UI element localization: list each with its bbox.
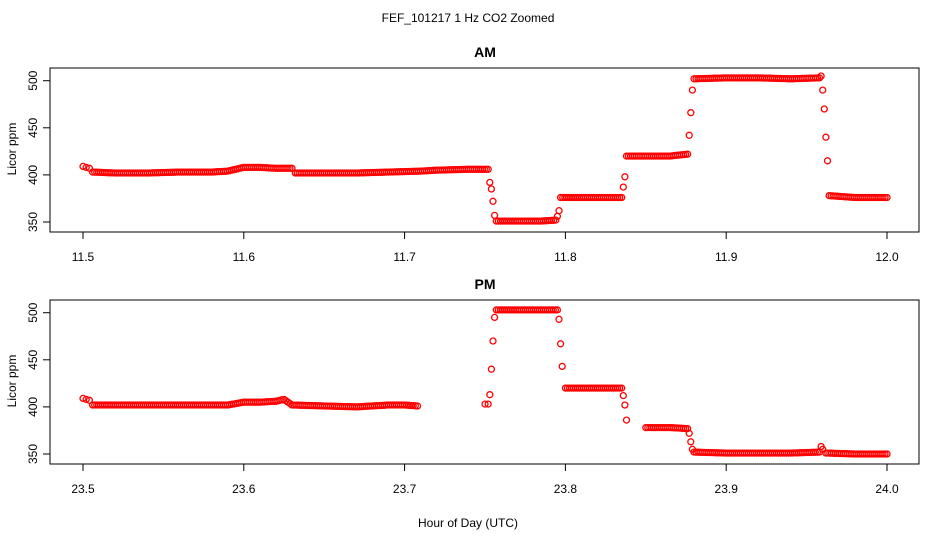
am-y-tick-label: 400 [26, 165, 40, 185]
am-panel-title: AM [474, 44, 496, 60]
pm-y-axis-label: Licor ppm [5, 355, 19, 408]
am-plot-frame [49, 67, 920, 233]
x-axis-label: Hour of Day (UTC) [418, 516, 518, 530]
pm-plot-frame [49, 299, 920, 465]
am-y-tick-label: 500 [26, 70, 40, 90]
am-x-tick-label: 11.9 [715, 250, 738, 264]
pm-data-point [490, 313, 499, 322]
am-y-ticks: 350 400 450 500 [26, 70, 50, 232]
am-data-point [288, 164, 296, 172]
am-data-point [82, 163, 90, 172]
am-data-point [883, 193, 891, 202]
am-data-point [621, 173, 629, 181]
pm-data-point [619, 391, 627, 400]
pm-data-point [82, 395, 90, 404]
pm-data-point [621, 401, 629, 409]
am-x-tick-label: 11.7 [393, 250, 416, 264]
pm-x-tick-label: 24.0 [875, 482, 899, 496]
am-x-tick-label: 12.0 [875, 250, 899, 264]
am-data-point [685, 131, 693, 139]
am-data-point [823, 157, 832, 165]
pm-x-tick-label: 23.7 [393, 482, 417, 496]
pm-data-point [553, 306, 562, 314]
am-panel: AM Licor ppm 11.5 11.6 11.7 11.8 11.9 12.0 35… [5, 44, 920, 264]
am-y-tick-label: 450 [26, 117, 40, 137]
pm-data-point [622, 416, 631, 424]
am-data-point [819, 86, 827, 94]
pm-points [79, 306, 891, 458]
am-data-point [817, 72, 825, 80]
pm-data-point [549, 306, 557, 314]
pm-x-ticks: 23.5 23.6 23.7 23.8 23.9 24.0 [71, 464, 899, 496]
pm-x-tick-label: 23.9 [715, 482, 739, 496]
pm-data-point [618, 384, 626, 392]
pm-x-tick-label: 23.6 [232, 482, 256, 496]
am-data-point [619, 183, 627, 191]
pm-y-tick-label: 450 [26, 349, 40, 369]
pm-data-point [558, 362, 566, 371]
am-data-point [555, 207, 563, 215]
am-y-axis-label: Licor ppm [5, 123, 19, 176]
pm-y-tick-label: 400 [26, 397, 40, 417]
am-data-point [79, 162, 87, 171]
pm-y-ticks: 350 400 450 500 [26, 302, 50, 464]
pm-data-point [487, 365, 496, 373]
am-data-point [688, 86, 697, 94]
am-x-ticks: 11.5 11.6 11.7 11.8 11.9 12.0 [72, 232, 899, 264]
pm-data-point [556, 340, 565, 348]
am-data-point [687, 109, 695, 117]
am-data-point [484, 165, 492, 173]
am-data-point [820, 105, 828, 113]
pm-data-point [489, 337, 497, 345]
pm-data-point [484, 400, 492, 408]
am-points [79, 72, 891, 225]
am-data-point [487, 185, 496, 193]
pm-data-point [486, 391, 494, 399]
am-x-tick-label: 11.6 [233, 250, 256, 264]
am-data-point [486, 178, 494, 187]
pm-data-point [687, 438, 695, 446]
figure-title: FEF_101217 1 Hz CO2 Zoomed [382, 11, 555, 25]
pm-data-point [685, 429, 693, 437]
pm-y-tick-label: 500 [26, 302, 40, 322]
am-data-point [683, 150, 692, 158]
pm-data-point [481, 400, 489, 408]
am-y-tick-label: 350 [26, 212, 40, 232]
am-x-tick-label: 11.8 [554, 250, 577, 264]
pm-data-point [79, 394, 87, 403]
pm-data-point [413, 402, 422, 410]
am-data-point [552, 216, 560, 224]
pm-panel-title: PM [475, 276, 496, 292]
am-data-point [815, 74, 824, 82]
pm-data-point [883, 450, 891, 458]
pm-data-point [555, 315, 563, 323]
pm-data-point [683, 424, 692, 433]
am-x-tick-label: 11.5 [72, 250, 95, 264]
pm-panel: PM Licor ppm 23.5 23.6 23.7 23.8 23.9 24.0 35… [5, 276, 920, 496]
pm-x-tick-label: 23.5 [71, 482, 95, 496]
am-data-point [822, 133, 830, 141]
pm-y-tick-label: 350 [26, 444, 40, 464]
am-data-point [618, 193, 626, 202]
am-data-point [489, 197, 497, 205]
pm-x-tick-label: 23.8 [554, 482, 578, 496]
